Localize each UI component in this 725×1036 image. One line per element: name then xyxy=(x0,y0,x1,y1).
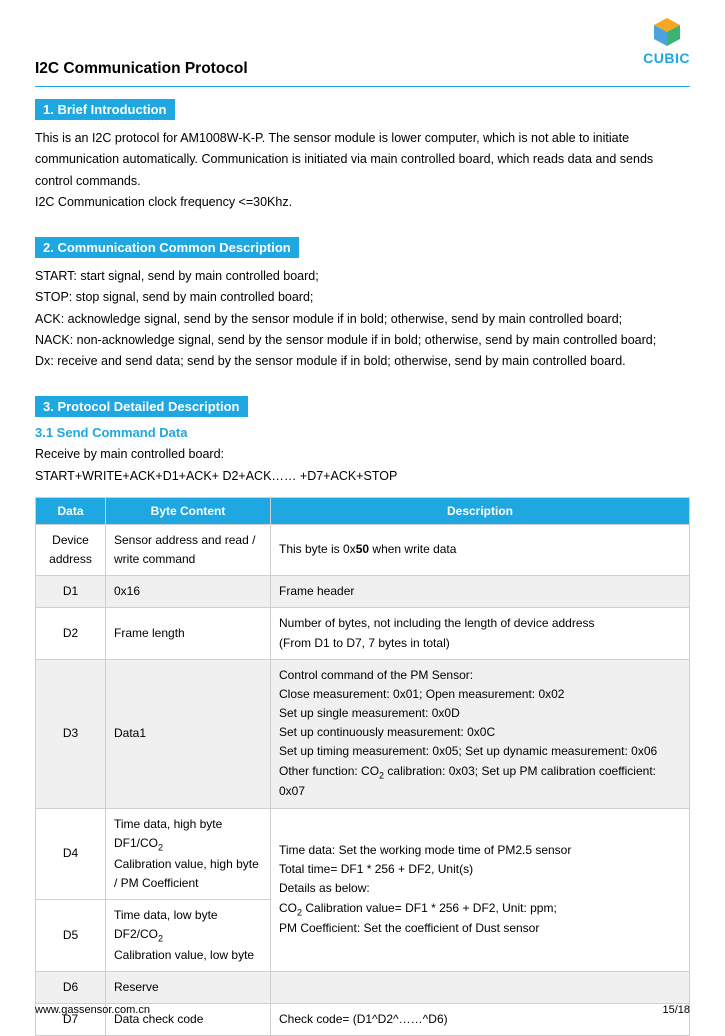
cell-byte: Time data, high byte DF1/CO2 Calibration… xyxy=(106,808,271,899)
table-row: Device address Sensor address and read /… xyxy=(36,524,690,575)
subscript: 2 xyxy=(158,842,163,852)
page-title: I2C Communication Protocol xyxy=(35,60,690,78)
table-header-row: Data Byte Content Description xyxy=(36,497,690,524)
table-row: D6 Reserve xyxy=(36,972,690,1004)
cell-desc-line: Close measurement: 0x01; Open measuremen… xyxy=(279,685,681,704)
cell-data: D4 xyxy=(36,808,106,899)
section-comm-common: 2. Communication Common Description STAR… xyxy=(35,237,690,372)
section3-line1: Receive by main controlled board: xyxy=(35,444,690,465)
cell-desc-line: Set up timing measurement: 0x05; Set up … xyxy=(279,742,681,761)
text-frag: Other function: CO xyxy=(279,764,379,778)
cell-byte-line: Calibration value, high byte / PM Coeffi… xyxy=(114,855,262,893)
cell-desc: Number of bytes, not including the lengt… xyxy=(271,608,690,659)
cell-desc-prefix: This byte is 0x xyxy=(279,542,356,556)
cell-desc xyxy=(271,972,690,1004)
cell-data: D5 xyxy=(36,899,106,971)
cell-data: D1 xyxy=(36,576,106,608)
cell-byte: Time data, low byte DF2/CO2 Calibration … xyxy=(106,899,271,971)
cell-desc-line: Set up single measurement: 0x0D xyxy=(279,704,681,723)
cell-data: D6 xyxy=(36,972,106,1004)
cell-byte-line: Time data, low byte DF2/CO2 xyxy=(114,906,262,946)
cell-desc-line: Set up continuously measurement: 0x0C xyxy=(279,723,681,742)
section2-l4: NACK: non-acknowledge signal, send by th… xyxy=(35,330,690,351)
text-frag: Time data, low byte DF2/CO xyxy=(114,908,218,941)
cell-desc: Control command of the PM Sensor: Close … xyxy=(271,659,690,808)
cell-desc-bold: 50 xyxy=(356,542,369,556)
th-byte: Byte Content xyxy=(106,497,271,524)
section-heading-3: 3. Protocol Detailed Description xyxy=(35,396,248,417)
cell-desc-suffix: when write data xyxy=(369,542,456,556)
text-frag: CO xyxy=(279,901,297,915)
cell-desc-line: (From D1 to D7, 7 bytes in total) xyxy=(279,634,681,653)
section1-para2: I2C Communication clock frequency <=30Kh… xyxy=(35,192,690,213)
page-footer: www.gassensor.com.cn 15/18 xyxy=(35,1004,690,1016)
protocol-table: Data Byte Content Description Device add… xyxy=(35,497,690,1036)
cell-desc-line: Total time= DF1 * 256 + DF2, Unit(s) xyxy=(279,860,681,879)
cell-desc-line: Number of bytes, not including the lengt… xyxy=(279,614,681,633)
cell-byte-line: Calibration value, low byte xyxy=(114,946,262,965)
footer-page: 15/18 xyxy=(662,1004,690,1016)
cell-desc-line: Time data: Set the working mode time of … xyxy=(279,841,681,860)
table-row: D2 Frame length Number of bytes, not inc… xyxy=(36,608,690,659)
cell-data: D3 xyxy=(36,659,106,808)
th-data: Data xyxy=(36,497,106,524)
cell-desc-line: Control command of the PM Sensor: xyxy=(279,666,681,685)
cell-byte: Sensor address and read / write command xyxy=(106,524,271,575)
cell-desc: Frame header xyxy=(271,576,690,608)
cell-data: D2 xyxy=(36,608,106,659)
section-protocol-detail: 3. Protocol Detailed Description 3.1 Sen… xyxy=(35,396,690,487)
text-frag: Calibration value= DF1 * 256 + DF2, Unit… xyxy=(302,901,557,915)
section1-para1: This is an I2C protocol for AM1008W-K-P.… xyxy=(35,128,690,192)
cell-byte: Data1 xyxy=(106,659,271,808)
table-row: D3 Data1 Control command of the PM Senso… xyxy=(36,659,690,808)
table-row: D4 Time data, high byte DF1/CO2 Calibrat… xyxy=(36,808,690,899)
cell-byte: Reserve xyxy=(106,972,271,1004)
section2-l1: START: start signal, send by main contro… xyxy=(35,266,690,287)
cube-icon xyxy=(650,18,684,48)
section-brief-intro: 1. Brief Introduction This is an I2C pro… xyxy=(35,99,690,213)
brand-name: CUBIC xyxy=(643,50,690,66)
section-heading-1: 1. Brief Introduction xyxy=(35,99,175,120)
cell-byte-line: Time data, high byte DF1/CO2 xyxy=(114,815,262,855)
table-row: D1 0x16 Frame header xyxy=(36,576,690,608)
section2-l2: STOP: stop signal, send by main controll… xyxy=(35,287,690,308)
cell-desc-line: Details as below: xyxy=(279,879,681,898)
section-heading-2: 2. Communication Common Description xyxy=(35,237,299,258)
cell-desc-line: Other function: CO2 calibration: 0x03; S… xyxy=(279,762,681,802)
section2-l3: ACK: acknowledge signal, send by the sen… xyxy=(35,309,690,330)
footer-url: www.gassensor.com.cn xyxy=(35,1004,150,1016)
brand-logo: CUBIC xyxy=(643,18,690,66)
subscript: 2 xyxy=(158,934,163,944)
cell-byte: 0x16 xyxy=(106,576,271,608)
section2-l5: Dx: receive and send data; send by the s… xyxy=(35,351,690,372)
title-rule xyxy=(35,86,690,87)
th-desc: Description xyxy=(271,497,690,524)
cell-desc: Time data: Set the working mode time of … xyxy=(271,808,690,972)
subsection-heading-31: 3.1 Send Command Data xyxy=(35,425,690,440)
cell-desc-line: CO2 Calibration value= DF1 * 256 + DF2, … xyxy=(279,899,681,920)
cell-desc: This byte is 0x50 when write data xyxy=(271,524,690,575)
cell-byte: Frame length xyxy=(106,608,271,659)
text-frag: Time data, high byte DF1/CO xyxy=(114,817,222,850)
cell-data: Device address xyxy=(36,524,106,575)
cell-desc-line: PM Coefficient: Set the coefficient of D… xyxy=(279,919,681,938)
section3-line2: START+WRITE+ACK+D1+ACK+ D2+ACK…… +D7+ACK… xyxy=(35,466,690,487)
